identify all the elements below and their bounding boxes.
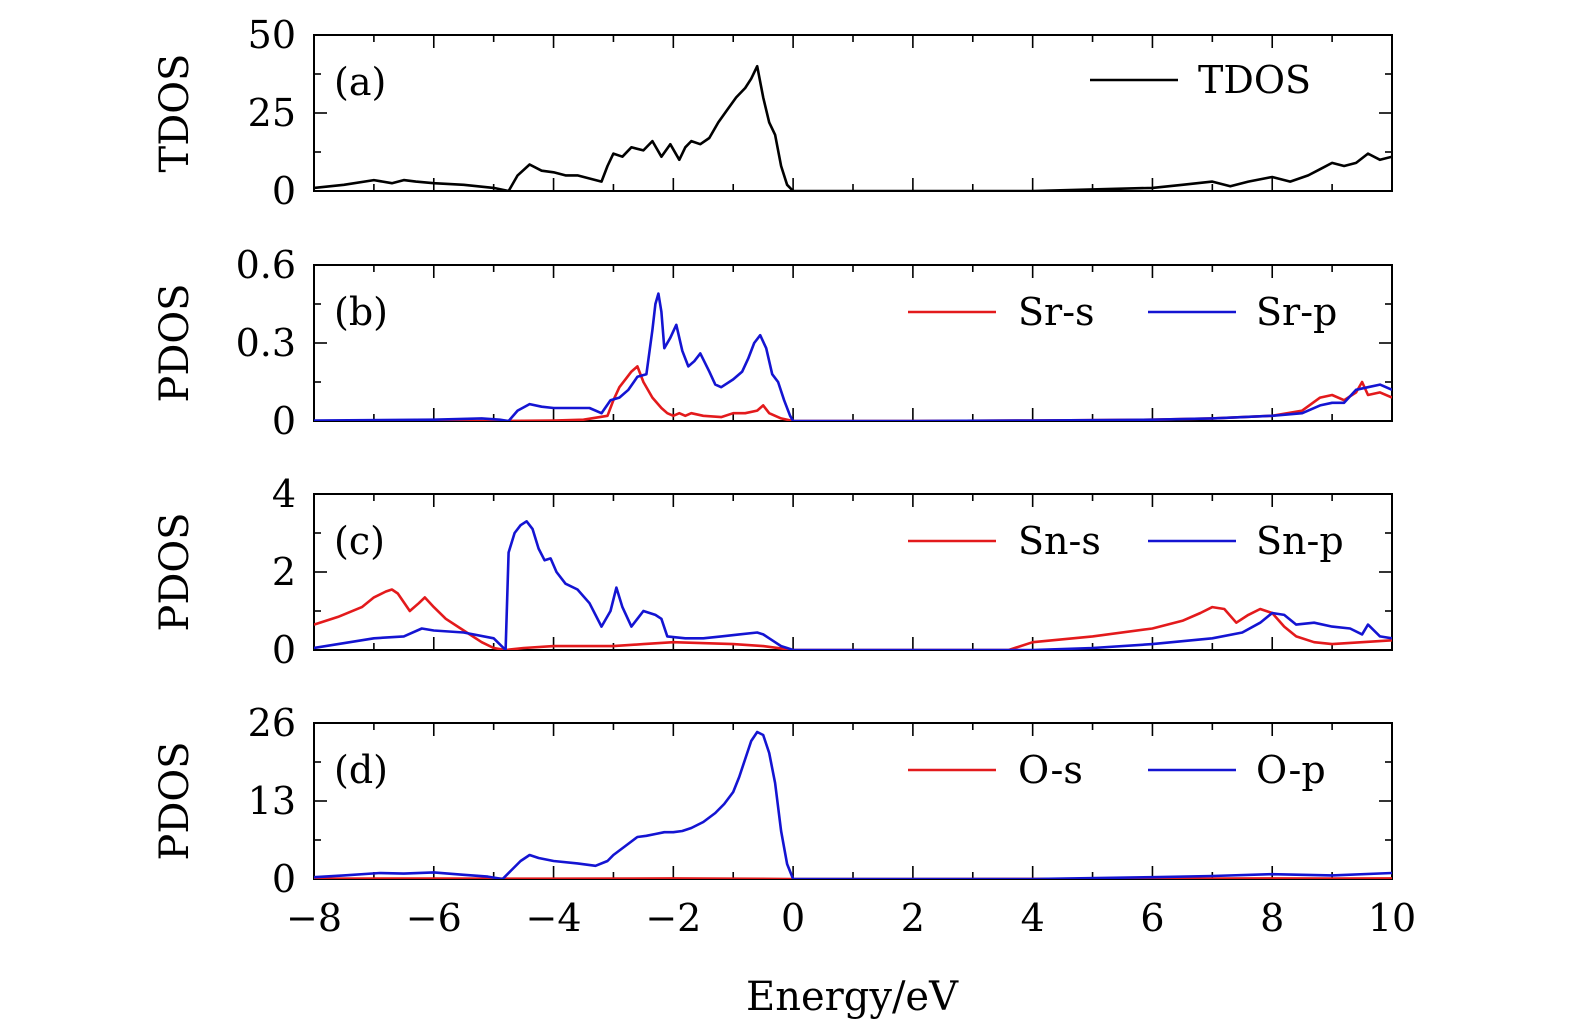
y-tick-label: 13 [248,779,296,823]
plot-frame [313,493,1393,651]
y-axis-title: TDOS [152,54,198,173]
x-tick-label: −2 [645,896,701,940]
y-axis-title: PDOS [152,741,198,860]
series-line-o-p [314,730,1392,879]
series-line-tdos [314,64,1392,191]
y-tick-label: 0 [272,628,296,672]
panel-c: 0 2 4 PDOS (c) Sn-s Sn-p [152,472,1393,672]
panel-b: 0 0.3 0.6 PDOS (b) Sr-s Sr-p [152,243,1393,443]
panels: 0 25 50 TDOS (a) TDOS 0 0.3 0.6 PDOS (b) Sr-s Sr-p 0 2… [152,13,1416,940]
y-tick-label: 2 [272,550,296,594]
panel-d: 0 13 26 PDOS (d) O-s O-p −8 −6 −4 −2 0 2 4 6 8 10 [152,701,1416,940]
x-tick-label: 6 [1140,896,1164,940]
y-tick-label: 0 [272,399,296,443]
y-tick-label: 26 [248,701,296,745]
series-line-sr-p [314,292,1392,421]
legend-label: TDOS [1198,58,1311,102]
panel-label: (d) [334,748,388,792]
y-axis-title: PDOS [152,283,198,402]
y-tick-label: 4 [272,472,296,516]
legend-label: Sn-s [1018,519,1101,563]
y-tick-label: 0 [272,169,296,213]
legend-label: Sr-p [1256,290,1337,334]
plot-frame [313,264,1393,422]
legend-label: O-p [1256,748,1326,792]
plot-frame [313,722,1393,880]
panel-a: 0 25 50 TDOS (a) TDOS [152,13,1393,213]
panel-label: (a) [334,60,386,104]
x-tick-label: 8 [1260,896,1284,940]
x-axis-title: Energy/eV [746,974,959,1020]
x-tick-label: −4 [526,896,582,940]
legend-label: O-s [1018,748,1083,792]
x-tick-label: 4 [1021,896,1045,940]
series-line-sr-s [314,365,1392,421]
y-tick-label: 0.3 [236,321,296,365]
series-line-sn-p [314,520,1392,650]
x-tick-label: 0 [781,896,805,940]
y-axis-title: PDOS [152,512,198,631]
y-tick-label: 25 [248,91,296,135]
y-tick-label: 50 [248,13,296,57]
legend-label: Sr-s [1018,290,1095,334]
legend-label: Sn-p [1256,519,1344,563]
x-tick-label: −8 [286,896,342,940]
x-tick-label: 2 [901,896,925,940]
y-tick-label: 0.6 [236,243,296,287]
y-tick-label: 0 [272,857,296,901]
x-tick-label: −6 [406,896,462,940]
x-tick-label: 10 [1368,896,1416,940]
panel-label: (c) [334,519,385,563]
panel-label: (b) [334,290,388,334]
series-line-sn-s [314,588,1392,650]
